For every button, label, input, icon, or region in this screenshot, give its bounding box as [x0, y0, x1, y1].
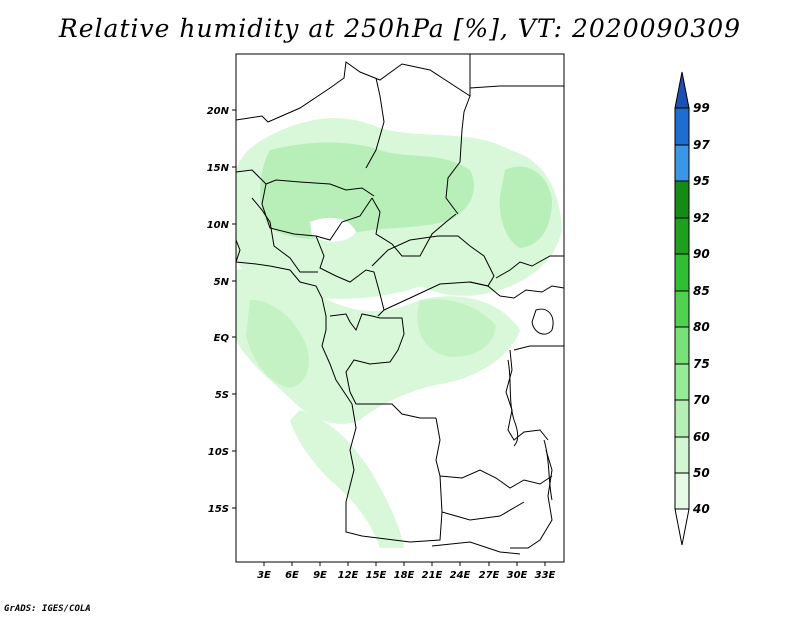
lon-label: 18E: [394, 570, 415, 581]
lat-label: 15N: [207, 163, 230, 174]
country-borders: [236, 54, 564, 555]
border-zambia-south: [441, 501, 525, 521]
lat-label: EQ: [214, 333, 230, 344]
lon-label: 24E: [450, 570, 471, 581]
lake-tanganyika: [507, 359, 519, 447]
lat-label: 20N: [207, 106, 230, 117]
lon-label: 9E: [313, 570, 327, 581]
rh-region-east-mid: [499, 166, 552, 248]
lon-label: 6E: [285, 570, 299, 581]
coast-west: [236, 239, 353, 405]
colorbar: 40 50 60 70 75 80 85 90 92 95 97 99: [674, 71, 710, 546]
border-gabon: [329, 313, 381, 332]
colorbar-label: 80: [693, 320, 710, 334]
map-title: Relative humidity at 250hPa [%], VT: 202…: [58, 14, 742, 43]
colorbar-label: 90: [693, 247, 710, 261]
colorbar-label: 95: [693, 174, 710, 188]
colorbar-segment: [674, 436, 690, 474]
border-car: [371, 235, 495, 287]
border-north-1: [236, 54, 471, 123]
colorbar-label: 75: [693, 357, 710, 371]
colorbar-high-triangle: [674, 71, 690, 109]
border-angola-east: [409, 417, 443, 543]
map-frame: [235, 53, 565, 563]
colorbar-label: 85: [693, 284, 710, 298]
border-angola: [345, 403, 411, 543]
border-west-1: [236, 169, 375, 197]
border-north-3: [445, 95, 471, 215]
colorbar-segment: [674, 290, 690, 328]
lon-label: 30E: [507, 570, 528, 581]
lon-label: 12E: [338, 570, 359, 581]
rh-clear-patch: [310, 217, 356, 242]
colorbar-label: 97: [693, 138, 710, 152]
lat-label: 5N: [214, 277, 230, 288]
border-egypt: [469, 85, 564, 89]
border-north-2: [365, 77, 385, 169]
grads-credit: GrADS: IGES/COLA: [4, 604, 91, 614]
colorbar-label: 50: [693, 466, 710, 480]
lon-label: 21E: [422, 570, 443, 581]
colorbar-segment: [674, 253, 690, 292]
colorbar-segment: [674, 472, 690, 510]
border-east-lakes: [505, 349, 549, 441]
border-chad: [371, 197, 457, 257]
rh-region-south: [290, 410, 404, 548]
lake-malawi: [543, 439, 553, 501]
lat-label: 15S: [208, 504, 229, 515]
border-cameroon: [315, 235, 385, 317]
border-zambia: [439, 469, 553, 489]
lon-label: 27E: [479, 570, 500, 581]
lon-label: 3E: [257, 570, 271, 581]
border-drc-north: [383, 281, 501, 311]
colorbar-segment: [674, 326, 690, 365]
colorbar-segment: [674, 217, 690, 255]
border-se: [510, 449, 553, 549]
colorbar-label: 92: [693, 211, 710, 225]
rh-region-north-mid: [260, 142, 474, 239]
border-south: [431, 541, 521, 555]
colorbar-segment: [674, 399, 690, 438]
lat-label: 10S: [208, 447, 229, 458]
latitude-axis: 20N 15N 10N 5N EQ 5S 10S 15S: [207, 106, 236, 515]
colorbar-segment: [674, 363, 690, 401]
rh-region-center-mid: [417, 299, 496, 357]
colorbar-segment: [674, 107, 690, 146]
border-east-1: [499, 285, 564, 299]
colorbar-segment: [674, 144, 690, 182]
longitude-axis: 3E 6E 9E 12E 15E 18E 21E 24E 27E 30E 33E: [257, 562, 556, 581]
lon-label: 15E: [366, 570, 387, 581]
border-west-2: [251, 197, 318, 273]
border-east-2: [495, 255, 564, 279]
colorbar-segment: [674, 180, 690, 219]
border-tanzania: [513, 345, 564, 351]
border-drc-west: [349, 391, 436, 419]
colorbar-label: 99: [693, 101, 710, 115]
colorbar-low-triangle: [674, 508, 690, 546]
colorbar-label: 70: [693, 393, 710, 407]
lat-label: 5S: [215, 390, 229, 401]
lake-victoria: [531, 308, 554, 335]
border-congo: [345, 317, 405, 393]
rh-region-west-mid: [246, 300, 309, 388]
humidity-shading: [236, 118, 562, 548]
colorbar-label: 60: [693, 430, 710, 444]
colorbar-label: 40: [692, 502, 710, 516]
lat-label: 10N: [207, 220, 230, 231]
lon-label: 33E: [535, 570, 556, 581]
